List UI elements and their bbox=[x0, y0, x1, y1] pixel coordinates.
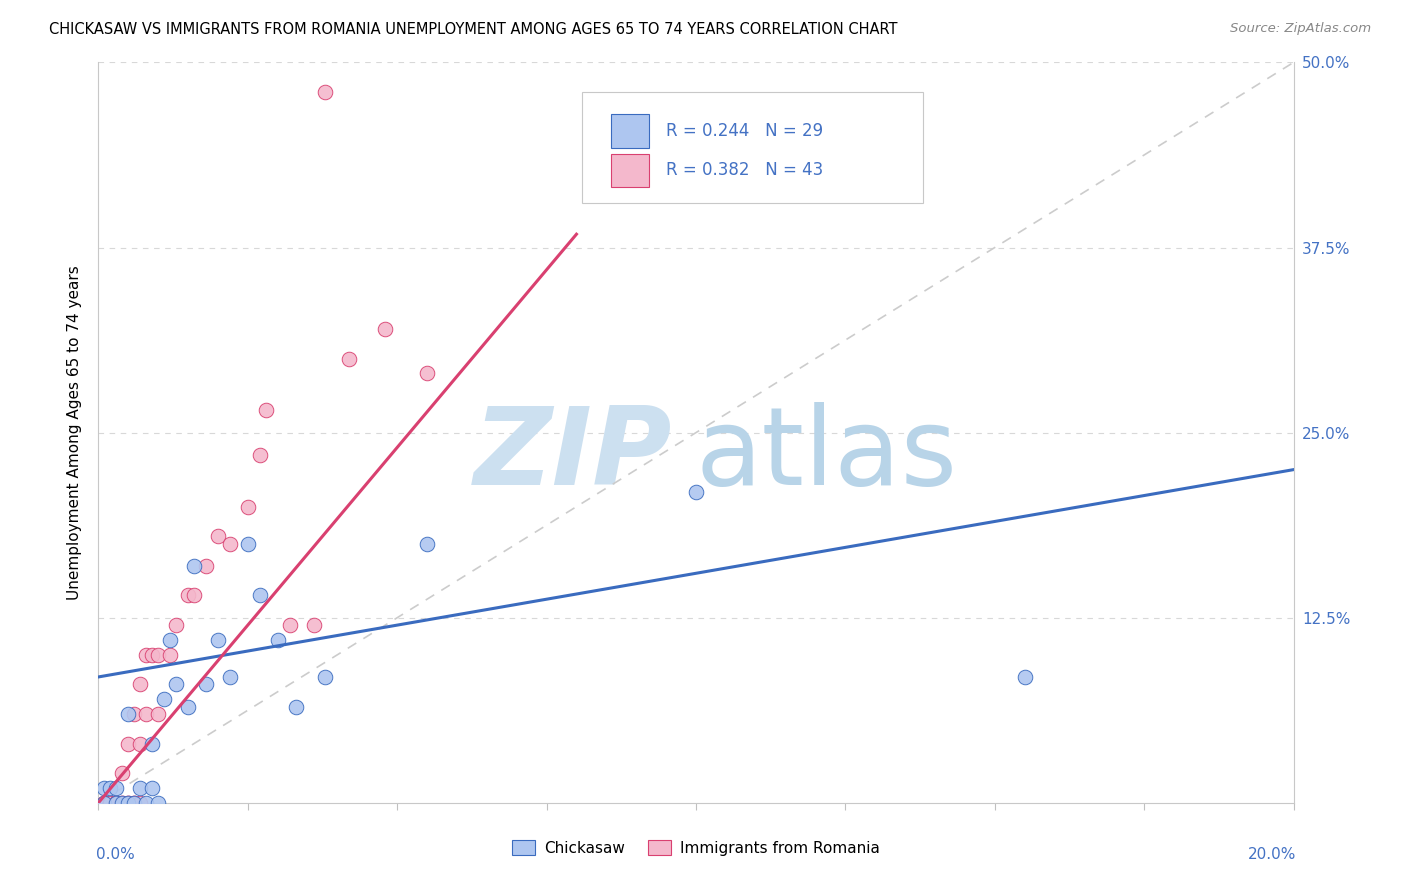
Point bbox=[278, 618, 301, 632]
Point bbox=[207, 632, 229, 647]
Point bbox=[93, 796, 115, 810]
Point bbox=[267, 632, 290, 647]
Point bbox=[105, 796, 128, 810]
Point bbox=[159, 648, 181, 662]
Point bbox=[111, 796, 134, 810]
Point bbox=[249, 589, 271, 603]
Point bbox=[111, 796, 134, 810]
Point bbox=[195, 558, 218, 573]
Point bbox=[183, 589, 205, 603]
Point bbox=[124, 796, 146, 810]
Point bbox=[153, 692, 176, 706]
Point bbox=[284, 699, 307, 714]
Point bbox=[416, 367, 439, 381]
Point bbox=[129, 780, 152, 795]
Point bbox=[165, 618, 187, 632]
Point bbox=[129, 677, 152, 691]
Point bbox=[416, 536, 439, 550]
Text: R = 0.382   N = 43: R = 0.382 N = 43 bbox=[666, 161, 824, 178]
Point bbox=[315, 670, 337, 684]
Point bbox=[302, 618, 325, 632]
Point bbox=[685, 484, 707, 499]
Point bbox=[93, 796, 115, 810]
Legend: Chickasaw, Immigrants from Romania: Chickasaw, Immigrants from Romania bbox=[506, 834, 886, 862]
Point bbox=[117, 796, 139, 810]
Point bbox=[165, 677, 187, 691]
Point bbox=[315, 85, 337, 99]
Text: 0.0%: 0.0% bbox=[96, 847, 135, 863]
Point bbox=[98, 796, 122, 810]
Point bbox=[129, 737, 152, 751]
Point bbox=[339, 351, 361, 366]
Point bbox=[254, 403, 277, 417]
Point bbox=[117, 796, 139, 810]
Point bbox=[98, 780, 122, 795]
Point bbox=[124, 796, 146, 810]
Point bbox=[105, 796, 128, 810]
Text: Source: ZipAtlas.com: Source: ZipAtlas.com bbox=[1230, 22, 1371, 36]
Text: ZIP: ZIP bbox=[474, 401, 672, 508]
Point bbox=[141, 737, 163, 751]
Point bbox=[148, 706, 170, 721]
Point bbox=[177, 699, 200, 714]
Point bbox=[219, 670, 242, 684]
Point bbox=[117, 737, 139, 751]
Text: 20.0%: 20.0% bbox=[1247, 847, 1296, 863]
Text: atlas: atlas bbox=[696, 401, 957, 508]
Point bbox=[124, 796, 146, 810]
FancyBboxPatch shape bbox=[612, 114, 650, 147]
Point bbox=[236, 500, 259, 514]
Point bbox=[141, 648, 163, 662]
Point bbox=[249, 448, 271, 462]
Point bbox=[124, 706, 146, 721]
FancyBboxPatch shape bbox=[612, 153, 650, 186]
Point bbox=[135, 796, 157, 810]
Point bbox=[374, 322, 396, 336]
Point bbox=[135, 706, 157, 721]
Point bbox=[195, 677, 218, 691]
Point bbox=[117, 706, 139, 721]
Point bbox=[98, 796, 122, 810]
Point bbox=[148, 796, 170, 810]
Point bbox=[93, 780, 115, 795]
FancyBboxPatch shape bbox=[582, 92, 922, 203]
Point bbox=[129, 796, 152, 810]
Point bbox=[135, 648, 157, 662]
Point bbox=[219, 536, 242, 550]
Point bbox=[111, 796, 134, 810]
Point bbox=[117, 796, 139, 810]
Point bbox=[148, 648, 170, 662]
Text: CHICKASAW VS IMMIGRANTS FROM ROMANIA UNEMPLOYMENT AMONG AGES 65 TO 74 YEARS CORR: CHICKASAW VS IMMIGRANTS FROM ROMANIA UNE… bbox=[49, 22, 897, 37]
Point bbox=[177, 589, 200, 603]
Point bbox=[207, 529, 229, 543]
Point bbox=[105, 796, 128, 810]
Y-axis label: Unemployment Among Ages 65 to 74 years: Unemployment Among Ages 65 to 74 years bbox=[67, 265, 83, 600]
Point bbox=[159, 632, 181, 647]
Point bbox=[105, 780, 128, 795]
Point bbox=[141, 780, 163, 795]
Point bbox=[93, 796, 115, 810]
Point bbox=[93, 796, 115, 810]
Point bbox=[183, 558, 205, 573]
Point bbox=[98, 796, 122, 810]
Point bbox=[236, 536, 259, 550]
Point bbox=[105, 796, 128, 810]
Point bbox=[1014, 670, 1036, 684]
Point bbox=[105, 796, 128, 810]
Point bbox=[111, 766, 134, 780]
Text: R = 0.244   N = 29: R = 0.244 N = 29 bbox=[666, 121, 824, 139]
